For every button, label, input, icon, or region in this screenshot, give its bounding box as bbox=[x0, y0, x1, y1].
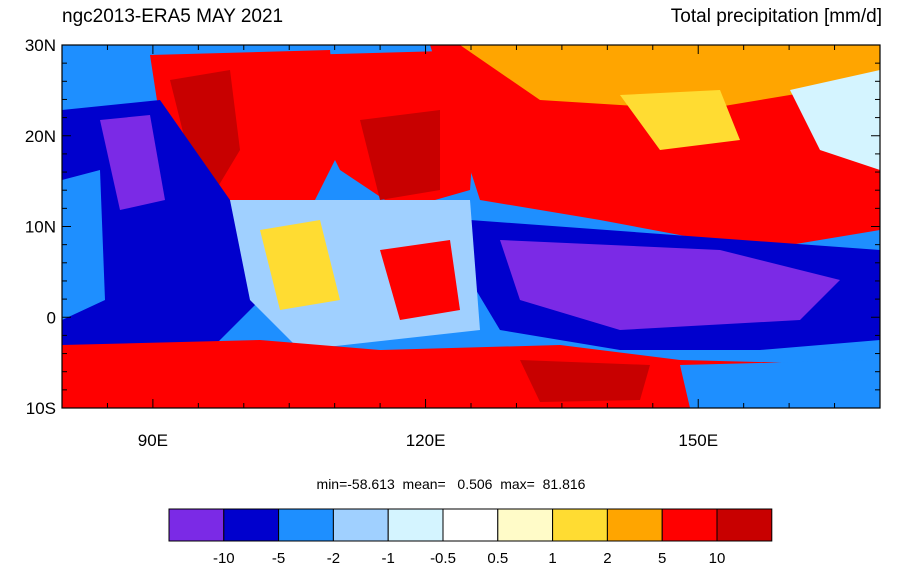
colorbar: -10 -5 -2 -1 -0.5 0.5 1 2 5 10 bbox=[168, 508, 773, 567]
axis-ticks: 30N 20N 10N 0 10S 90E 120E 150E bbox=[25, 36, 881, 450]
colorbar-label: -5 bbox=[272, 550, 285, 567]
colorbar-label: 0.5 bbox=[487, 550, 508, 567]
colorbar-label: 2 bbox=[603, 550, 611, 567]
region-southeast-blue bbox=[680, 360, 880, 408]
variable-label: Total precipitation [mm/d] bbox=[670, 6, 882, 27]
mean-label: mean= bbox=[402, 476, 446, 492]
region-southern-core bbox=[520, 360, 650, 402]
region-indochina-core bbox=[170, 70, 240, 200]
colorbar-label: 5 bbox=[658, 550, 666, 567]
lat-tick-label: 10S bbox=[26, 399, 56, 418]
region-maritime-yellow bbox=[260, 220, 340, 310]
max-value: 81.816 bbox=[542, 476, 586, 492]
colorbar-box bbox=[497, 508, 554, 542]
lon-tick-label: 90E bbox=[138, 431, 168, 450]
lat-tick-label: 0 bbox=[47, 308, 56, 327]
lat-tick-label: 20N bbox=[25, 127, 56, 146]
precip-field bbox=[62, 45, 880, 408]
region-equatorial-core bbox=[500, 240, 840, 330]
lat-tick-label: 10N bbox=[25, 218, 56, 237]
region-arabian-core bbox=[100, 115, 165, 210]
min-value: -58.613 bbox=[347, 476, 395, 492]
plot-title: ngc2013-ERA5 MAY 2021 bbox=[62, 6, 284, 27]
colorbar-label: -0.5 bbox=[430, 550, 456, 567]
colorbar-label: -2 bbox=[327, 550, 340, 567]
colorbar-label: -10 bbox=[213, 550, 235, 567]
colorbar-box bbox=[606, 508, 663, 542]
region-subtropical-orange bbox=[460, 45, 880, 110]
colorbar-box bbox=[661, 508, 718, 542]
colorbar-box bbox=[168, 508, 225, 542]
region-dry-northeast bbox=[790, 70, 880, 170]
colorbar-box bbox=[223, 508, 280, 542]
region-philippine-core bbox=[360, 110, 440, 200]
lon-tick-label: 120E bbox=[406, 431, 446, 450]
colorbar-label: -1 bbox=[382, 550, 395, 567]
lon-tick-label: 150E bbox=[678, 431, 718, 450]
colorbar-label: 10 bbox=[709, 550, 726, 567]
max-label: max= bbox=[500, 476, 535, 492]
lat-tick-label: 30N bbox=[25, 36, 56, 55]
colorbar-box bbox=[387, 508, 444, 542]
colorbar-box bbox=[716, 508, 773, 542]
colorbar-box bbox=[442, 508, 499, 542]
colorbar-box bbox=[552, 508, 608, 542]
colorbar-box bbox=[278, 508, 334, 542]
region-yellow-patch bbox=[620, 90, 740, 150]
region-southern-wet bbox=[62, 340, 880, 408]
mean-value: 0.506 bbox=[457, 476, 493, 492]
region-maritime-red bbox=[380, 240, 460, 320]
min-label: min= bbox=[316, 476, 348, 492]
colorbar-box bbox=[332, 508, 389, 542]
colorbar-label: 1 bbox=[548, 550, 556, 567]
region-west-margin bbox=[62, 170, 105, 320]
stats-line: min=-58.613 mean= 0.506 max= 81.816 bbox=[0, 476, 902, 492]
